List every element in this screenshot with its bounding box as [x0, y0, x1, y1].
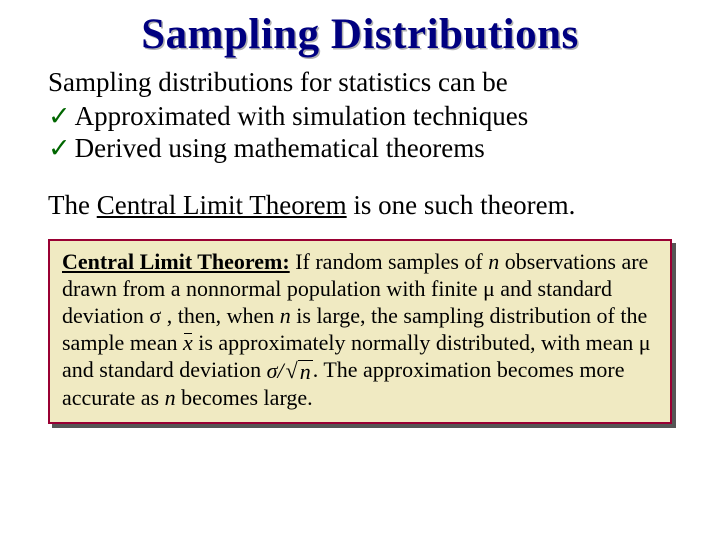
var-n: n: [165, 385, 176, 410]
sqrt-icon: √n: [286, 358, 313, 385]
theorem-container: Central Limit Theorem: If random samples…: [48, 239, 672, 424]
para-prefix: The: [48, 190, 97, 220]
para-suffix: is one such theorem.: [347, 190, 576, 220]
slash: /: [278, 358, 284, 385]
var-n: n: [488, 249, 499, 274]
seg: is approximately normally distributed, w…: [193, 330, 639, 355]
bullet-text: Derived using mathematical theorems: [75, 132, 485, 164]
para-underlined: Central Limit Theorem: [97, 190, 347, 220]
sigma-symbol: σ: [149, 303, 161, 328]
theorem-box: Central Limit Theorem: If random samples…: [48, 239, 672, 424]
seg: and standard deviation: [62, 357, 267, 382]
theorem-text: Central Limit Theorem: If random samples…: [62, 249, 658, 412]
paragraph: The Central Limit Theorem is one such th…: [48, 189, 672, 221]
radical-symbol: √: [286, 358, 298, 385]
formula: σ / √n: [267, 358, 313, 385]
mu-symbol: μ: [639, 330, 651, 355]
list-item: ✓ Derived using mathematical theorems: [48, 132, 672, 164]
check-icon: ✓: [48, 132, 71, 164]
bullet-list: ✓ Approximated with simulation technique…: [48, 100, 672, 165]
intro-text: Sampling distributions for statistics ca…: [48, 67, 672, 98]
theorem-label: Central Limit Theorem:: [62, 249, 290, 274]
page-title: Sampling Distributions: [48, 10, 672, 59]
sigma-symbol: σ: [267, 358, 278, 385]
bullet-text: Approximated with simulation techniques: [75, 100, 529, 132]
seg: becomes large.: [176, 385, 313, 410]
list-item: ✓ Approximated with simulation technique…: [48, 100, 672, 132]
seg: If random samples of: [290, 249, 489, 274]
seg: , then, when: [161, 303, 280, 328]
var-n: n: [280, 303, 297, 328]
check-icon: ✓: [48, 100, 71, 132]
mu-symbol: μ: [483, 276, 495, 301]
slide-container: Sampling Distributions Sampling distribu…: [0, 0, 720, 540]
var-n: n: [298, 360, 313, 383]
xbar-symbol: x: [183, 330, 193, 357]
